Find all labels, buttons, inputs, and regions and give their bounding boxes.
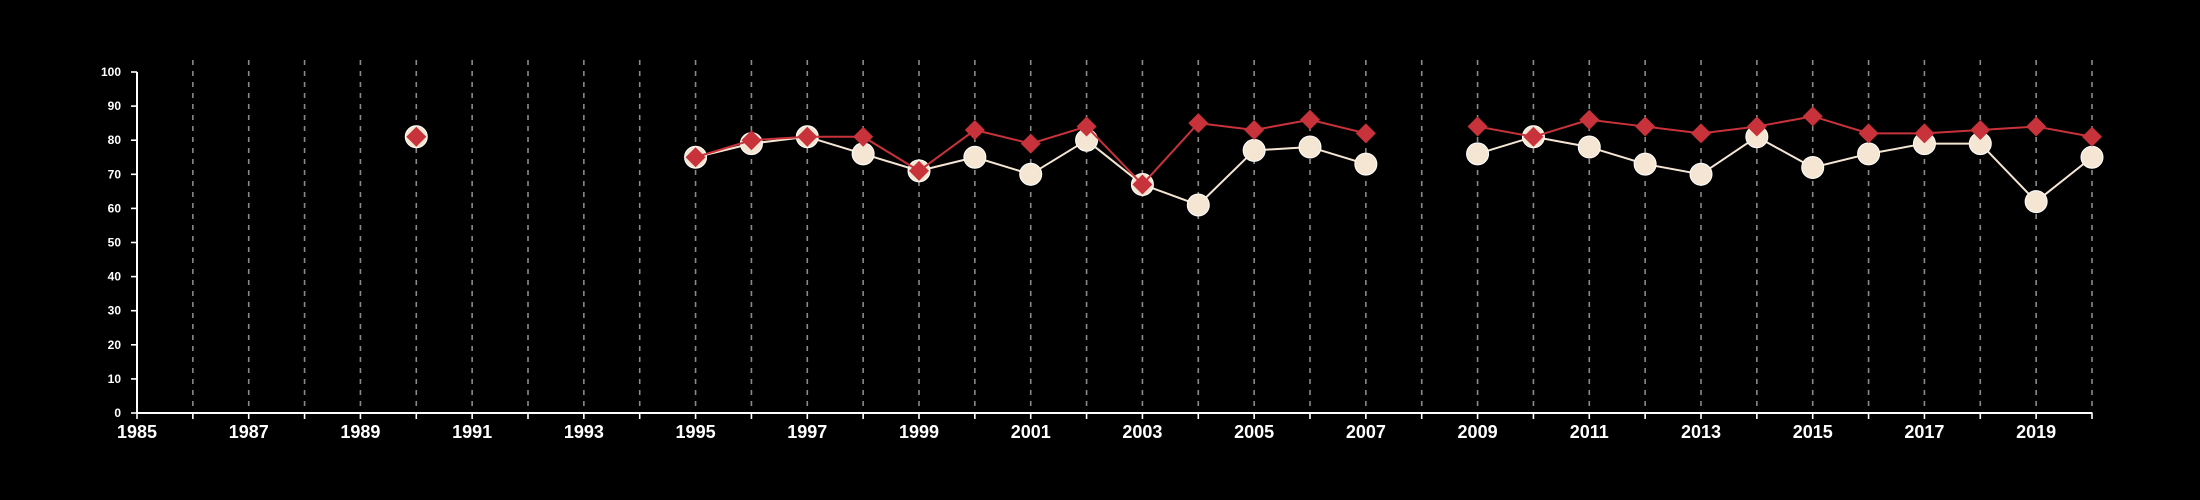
x-tick-label: 1999 [899, 422, 939, 442]
y-tick-label: 20 [108, 338, 122, 352]
series-0-point [1801, 155, 1825, 179]
series-1-point [1746, 116, 1767, 137]
x-tick-label: 1989 [340, 422, 380, 442]
series-1-point [1300, 109, 1320, 130]
series-0-point [2080, 145, 2104, 169]
x-tick-label: 1985 [117, 422, 157, 442]
x-tick-label: 1987 [229, 422, 269, 442]
series-0-point [1186, 193, 1210, 217]
series-1-segment [1198, 122, 1255, 131]
series-1-point [909, 160, 929, 181]
x-tick-label: 2017 [1904, 422, 1944, 442]
y-tick-label: 0 [114, 406, 121, 420]
y-tick-label: 40 [108, 270, 122, 284]
series-1-segment [1700, 125, 1757, 135]
y-tick-label: 60 [108, 201, 122, 215]
series-1-point [1132, 174, 1153, 195]
y-tick-label: 50 [108, 236, 122, 250]
series-1-segment [2035, 125, 2093, 138]
y-tick-label: 70 [108, 167, 122, 181]
series-0-segment [1197, 149, 1255, 206]
series-1-segment [1253, 118, 1311, 131]
series-0-point [1689, 162, 1713, 186]
series-0-point [2024, 190, 2048, 214]
series-1-point [2082, 126, 2102, 147]
series-1-segment [1141, 122, 1200, 186]
series-1-point [741, 130, 762, 151]
series-1-point [1858, 123, 1879, 144]
x-tick-label: 2013 [1681, 422, 1721, 442]
series-1-point [853, 126, 874, 147]
y-tick-label: 30 [108, 304, 122, 318]
y-tick-label: 100 [101, 65, 121, 79]
series-1-segment [862, 135, 920, 172]
series-0-segment [2035, 156, 2093, 203]
x-tick-label: 1993 [564, 422, 604, 442]
series-1-segment [1756, 115, 1813, 128]
series-0-point [1019, 162, 1043, 186]
series-1-point [1914, 123, 1935, 144]
series-1-point [1523, 126, 1544, 147]
series-1-point [1579, 109, 1600, 130]
series-1-point [1970, 119, 1991, 140]
x-tick-label: 2005 [1234, 422, 1274, 442]
x-tick-label: 1997 [787, 422, 827, 442]
series-0-segment [1979, 142, 2037, 203]
series-0-point [963, 145, 987, 169]
series-1-point [1020, 133, 1041, 154]
series-1-point [1467, 116, 1488, 137]
series-1 [406, 106, 2102, 195]
y-tick-label: 90 [108, 99, 122, 113]
x-tick-label: 2019 [2016, 422, 2056, 442]
series-1-point [1802, 106, 1823, 127]
x-tick-label: 1991 [452, 422, 492, 442]
series-1-point [1691, 123, 1711, 144]
series-1-point [1355, 123, 1376, 144]
x-tick-label: 2003 [1122, 422, 1162, 442]
series-1-segment [1477, 125, 1534, 138]
series-1-point [1188, 113, 1209, 134]
series-1-segment [1030, 125, 1087, 145]
y-tick-label: 10 [108, 372, 122, 386]
series-0-point [1466, 142, 1490, 166]
series-1-point [1076, 116, 1097, 137]
series-1-point [964, 119, 985, 140]
x-tick-label: 2009 [1458, 422, 1498, 442]
series-1-segment [1812, 115, 1869, 135]
series-1-point [685, 147, 706, 168]
series-1-point [2026, 116, 2047, 137]
series-1-segment [695, 139, 752, 159]
series-0-point [1633, 152, 1657, 176]
series-0-point [1857, 142, 1881, 166]
axes: 1985 1987 1989 1991 1993 1995 1997 1999 2001 2003… [101, 65, 2093, 442]
series-layer [404, 106, 2104, 217]
x-tick-label: 2007 [1346, 422, 1386, 442]
series-1-segment [1645, 125, 1702, 135]
x-tick-label: 2001 [1011, 422, 1051, 442]
series-1-segment [1309, 118, 1367, 135]
series-1-segment [1589, 118, 1646, 128]
series-0-point [1577, 135, 1601, 159]
series-1-segment [1533, 118, 1590, 138]
series-1-point [1635, 116, 1656, 137]
series-0-segment [1085, 139, 1144, 186]
x-tick-label: 2015 [1793, 422, 1833, 442]
series-1-segment [1085, 125, 1144, 186]
series-0-point [1354, 152, 1378, 176]
series-1-point [797, 126, 818, 147]
series-1-segment [974, 128, 1031, 145]
series-0-point [1298, 135, 1322, 159]
series-1-point [1244, 119, 1265, 140]
series-1-point [406, 126, 427, 147]
series-0-point [1242, 138, 1266, 162]
y-tick-label: 80 [108, 133, 122, 147]
series-1-segment [918, 129, 976, 172]
x-tick-label: 2011 [1570, 422, 1609, 442]
x-tick-label: 1995 [676, 422, 716, 442]
